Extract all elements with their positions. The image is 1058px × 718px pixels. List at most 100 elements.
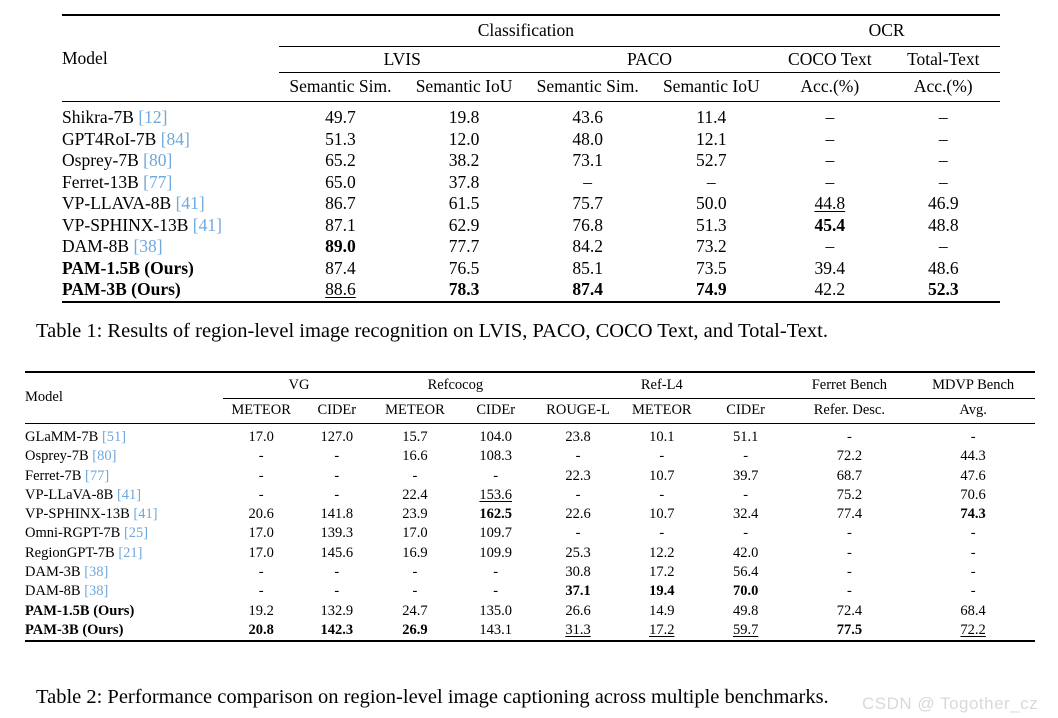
metric-value: 48.0 — [572, 128, 603, 149]
citation-ref-link[interactable]: [12] — [138, 107, 168, 127]
metric-cell-paco_iou: 52.7 — [649, 150, 773, 172]
metric-value: 65.0 — [325, 171, 356, 192]
metric-cell-lvis_sim: 51.3 — [279, 129, 403, 151]
model-name-cell: Omni-RGPT-7B [25] — [25, 524, 223, 543]
metric-value: 75.7 — [572, 193, 603, 213]
metric-value: 48.6 — [927, 257, 959, 278]
table-1-metric-paco-iou: Semantic IoU — [662, 76, 760, 96]
table-row: PAM-1.5B (Ours) 87.4 76.5 85.1 73.5 39.4 48.6 — [62, 258, 1000, 280]
metric-value: 77.4 — [836, 506, 863, 523]
metric-value: - — [846, 525, 852, 542]
metric-value: 19.4 — [649, 583, 675, 600]
model-name-cell: PAM-1.5B (Ours) — [62, 258, 279, 280]
citation-ref-link[interactable]: [41] — [116, 486, 142, 503]
citation-ref-link[interactable]: [77] — [143, 171, 173, 192]
metric-value: 77.7 — [448, 236, 480, 256]
table-1-subgroup-header-row: LVIS PACO COCO Text Total-Text — [62, 46, 1000, 73]
table-1-body: Shikra-7B [12] 49.7 19.8 43.6 11.4– – GPT4RoI-… — [62, 101, 1000, 301]
metric-value: – — [825, 150, 835, 170]
metric-value: 132.9 — [320, 602, 354, 619]
table-1-subgroup-coco-text: COCO Text — [773, 46, 887, 73]
citation-ref-link[interactable]: [80] — [92, 448, 117, 465]
metric-cell-lvis_sim: 49.7 — [279, 107, 403, 129]
metric-cell-r4_cider: 59.7 — [704, 621, 788, 640]
metric-cell-mdvp: - — [911, 563, 1035, 582]
model-name: VP-LLAVA-8B — [62, 193, 172, 213]
metric-cell-rc_cider: - — [455, 582, 536, 601]
metric-cell-paco_iou: 50.0 — [649, 193, 773, 215]
citation-ref-link[interactable]: [38] — [84, 564, 109, 581]
metric-cell-mdvp: - — [911, 428, 1035, 447]
metric-value: 76.8 — [572, 214, 603, 235]
metric-value: 10.1 — [649, 429, 675, 445]
table-2-bottom-rule — [25, 640, 1035, 643]
citation-ref-link[interactable]: [41] — [133, 506, 158, 523]
citation-ref-link[interactable]: [80] — [143, 150, 173, 170]
metric-cell-lvis_iou: 62.9 — [402, 215, 526, 237]
citation-ref-link[interactable]: [21] — [118, 544, 143, 561]
metric-value: – — [938, 107, 948, 127]
citation-ref-link[interactable]: [51] — [101, 429, 127, 445]
metric-cell-vg_cider: 141.8 — [299, 505, 375, 524]
metric-cell-vg_cider: 139.3 — [299, 524, 375, 543]
citation-ref-link[interactable]: [77] — [85, 467, 110, 484]
metric-value: 26.6 — [565, 602, 591, 619]
table-1-bottom-rule — [62, 300, 1000, 303]
metric-cell-paco_sim: 43.6 — [526, 107, 650, 129]
metric-cell-vg_meteor: - — [223, 467, 299, 486]
metric-cell-rc_meteor: 16.9 — [375, 544, 456, 563]
metric-cell-paco_sim: 73.1 — [526, 150, 650, 172]
table-row: GPT4RoI-7B [84] 51.3 12.0 48.0 12.1 – – — [62, 129, 1000, 151]
metric-cell-ferret: - — [788, 544, 912, 563]
metric-cell-vg_cider: - — [299, 447, 375, 466]
table-2-metric-rc-meteor: METEOR — [385, 402, 445, 418]
metric-cell-coco_text: – — [773, 236, 886, 258]
metric-cell-ferret: 77.4 — [788, 505, 912, 524]
citation-ref-link[interactable]: [41] — [192, 214, 222, 235]
citation-ref-link[interactable]: [38] — [84, 583, 109, 600]
metric-cell-r4_meteor: 14.9 — [620, 602, 704, 621]
metric-value: 86.7 — [325, 193, 356, 213]
table-2-col-model: Model — [25, 389, 63, 406]
metric-cell-r4_cider: 70.0 — [704, 582, 788, 601]
table-row: VP-SPHINX-13B [41] 20.6 141.8 23.9 162.5 22.6… — [25, 505, 1035, 524]
metric-value: 51.3 — [695, 214, 727, 235]
citation-ref-link[interactable]: [38] — [133, 236, 163, 256]
metric-value: 23.8 — [565, 429, 591, 445]
table-row: RegionGPT-7B [21] 17.0 145.6 16.9 109.9 25.3 1… — [25, 544, 1035, 563]
metric-value: 145.6 — [320, 544, 354, 561]
metric-cell-ferret: - — [788, 524, 912, 543]
metric-cell-lvis_iou: 77.7 — [402, 236, 526, 258]
metric-value: 61.5 — [448, 193, 480, 213]
metric-value: 49.7 — [325, 107, 356, 127]
metric-value: – — [706, 171, 716, 192]
citation-ref-link[interactable]: [84] — [160, 128, 190, 149]
metric-value: - — [659, 525, 665, 542]
table-2: Model VG Refcocog Ref-L4 Ferret Bench MD… — [25, 371, 1035, 640]
citation-ref-link[interactable]: [25] — [123, 525, 149, 542]
metric-cell-r4_meteor: - — [620, 447, 704, 466]
model-name-cell: GLaMM-7B [51] — [25, 428, 223, 447]
model-name: Omni-RGPT-7B — [25, 525, 121, 542]
metric-cell-ferret: 72.4 — [788, 602, 912, 621]
metric-cell-r4_cider: - — [704, 447, 788, 466]
metric-cell-vg_meteor: 17.0 — [223, 524, 299, 543]
metric-value: - — [493, 583, 499, 600]
metric-value: 75.2 — [836, 486, 863, 503]
model-name-cell: Shikra-7B [12] — [62, 107, 279, 129]
metric-value: 72.4 — [836, 602, 863, 619]
metric-cell-rc_cider: 109.9 — [455, 544, 536, 563]
metric-cell-total_text: – — [887, 107, 1000, 129]
metric-cell-mdvp: - — [911, 544, 1035, 563]
metric-cell-lvis_iou: 61.5 — [402, 193, 526, 215]
metric-cell-paco_iou: 73.5 — [649, 258, 773, 280]
model-name: Ferret-7B — [25, 467, 82, 484]
metric-value: 51.1 — [732, 429, 759, 445]
metric-value: - — [334, 564, 340, 581]
model-name-cell: Osprey-7B [80] — [62, 150, 279, 172]
metric-value: 22.4 — [402, 486, 428, 503]
metric-value: 78.3 — [448, 279, 480, 299]
metric-value: 104.0 — [479, 429, 513, 445]
metric-cell-coco_text: 42.2 — [773, 279, 886, 301]
citation-ref-link[interactable]: [41] — [175, 193, 205, 213]
